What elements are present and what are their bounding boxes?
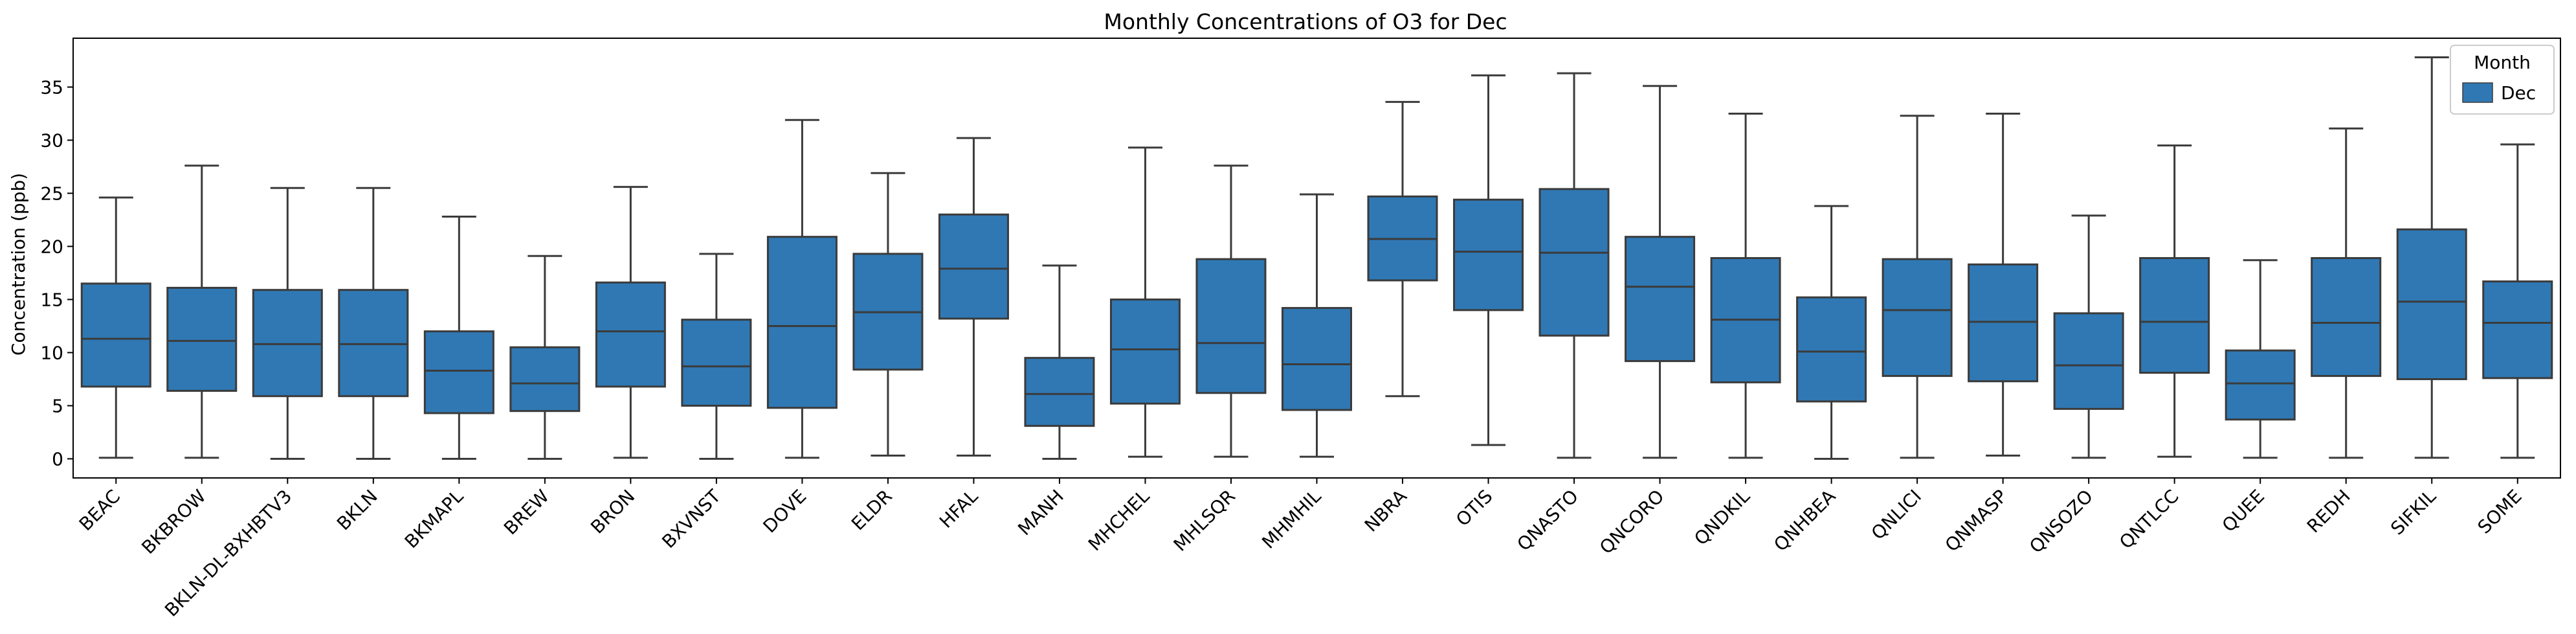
box-bkmapl — [423, 216, 494, 460]
iqr-box — [1109, 298, 1181, 405]
box-beac — [80, 196, 151, 459]
box-qncoro — [1625, 85, 1696, 459]
box-mhchel — [1109, 146, 1181, 458]
iqr-box — [2225, 349, 2296, 421]
box-bron — [595, 186, 666, 459]
box-qnhbea — [1796, 205, 1867, 460]
iqr-box — [1625, 236, 1696, 363]
box-manh — [1024, 264, 1095, 460]
y-tick-label: 5 — [52, 395, 63, 416]
chart-title: Monthly Concentrations of O3 for Dec — [1104, 9, 1507, 34]
box-bkln — [338, 187, 409, 460]
iqr-box — [1453, 198, 1524, 311]
iqr-box — [166, 286, 238, 392]
box-qndkil — [1710, 112, 1781, 459]
iqr-box — [1796, 296, 1867, 403]
y-axis-label: Concentration (ppb) — [8, 173, 29, 356]
y-tick-label: 10 — [40, 342, 63, 363]
box-some — [2482, 143, 2553, 459]
box-eldr — [852, 172, 924, 457]
legend-entry-dec: Dec — [2501, 82, 2536, 104]
box-dove — [766, 119, 838, 459]
box-sifkil — [2396, 56, 2467, 459]
iqr-box — [252, 289, 323, 398]
legend-swatch — [2462, 82, 2493, 103]
box-bkln-dl-bxhbtv3 — [252, 187, 323, 460]
plot-frame — [72, 38, 2561, 479]
y-tick-label: 15 — [40, 289, 63, 310]
box-hfal — [938, 137, 1009, 457]
iqr-box — [2139, 257, 2210, 374]
box-series — [80, 56, 2553, 460]
iqr-box — [2053, 312, 2124, 410]
iqr-box — [509, 346, 581, 413]
iqr-box — [80, 282, 151, 388]
box-quee — [2225, 259, 2296, 459]
legend: Month Dec — [2450, 45, 2555, 115]
iqr-box — [1195, 258, 1267, 394]
y-tick-label: 30 — [40, 130, 63, 151]
iqr-box — [2396, 228, 2467, 380]
y-tick-label: 0 — [52, 448, 63, 470]
box-mhlsqr — [1195, 164, 1267, 458]
iqr-box — [1538, 188, 1610, 337]
y-tick-label: 35 — [40, 76, 63, 98]
box-brew — [509, 255, 581, 460]
y-tick-label: 20 — [40, 236, 63, 257]
iqr-box — [938, 213, 1009, 320]
iqr-box — [1882, 258, 1953, 378]
iqr-box — [1968, 263, 2039, 383]
iqr-box — [1024, 357, 1095, 427]
iqr-box — [2482, 280, 2553, 379]
box-redh — [2311, 127, 2382, 459]
iqr-box — [423, 330, 494, 414]
box-bxvnst — [681, 253, 752, 460]
box-otis — [1453, 74, 1524, 446]
legend-title: Month — [2474, 52, 2531, 73]
box-qntlcc — [2139, 144, 2210, 458]
iqr-box — [1281, 307, 1353, 411]
y-axis: 0 5 10 15 20 25 30 35 — [40, 76, 73, 470]
iqr-box — [2311, 257, 2382, 378]
iqr-box — [595, 281, 666, 388]
iqr-box — [338, 289, 409, 398]
box-mhmhil — [1281, 193, 1353, 458]
box-qnsozo — [2053, 214, 2124, 459]
iqr-box — [681, 319, 752, 407]
box-bkbrow — [166, 164, 238, 459]
box-qnmasp — [1968, 112, 2039, 457]
iqr-box — [766, 236, 838, 409]
box-nbra — [1367, 100, 1438, 398]
y-tick-label: 25 — [40, 183, 63, 204]
box-qnlici — [1882, 115, 1953, 459]
box-qnasto — [1538, 72, 1610, 459]
